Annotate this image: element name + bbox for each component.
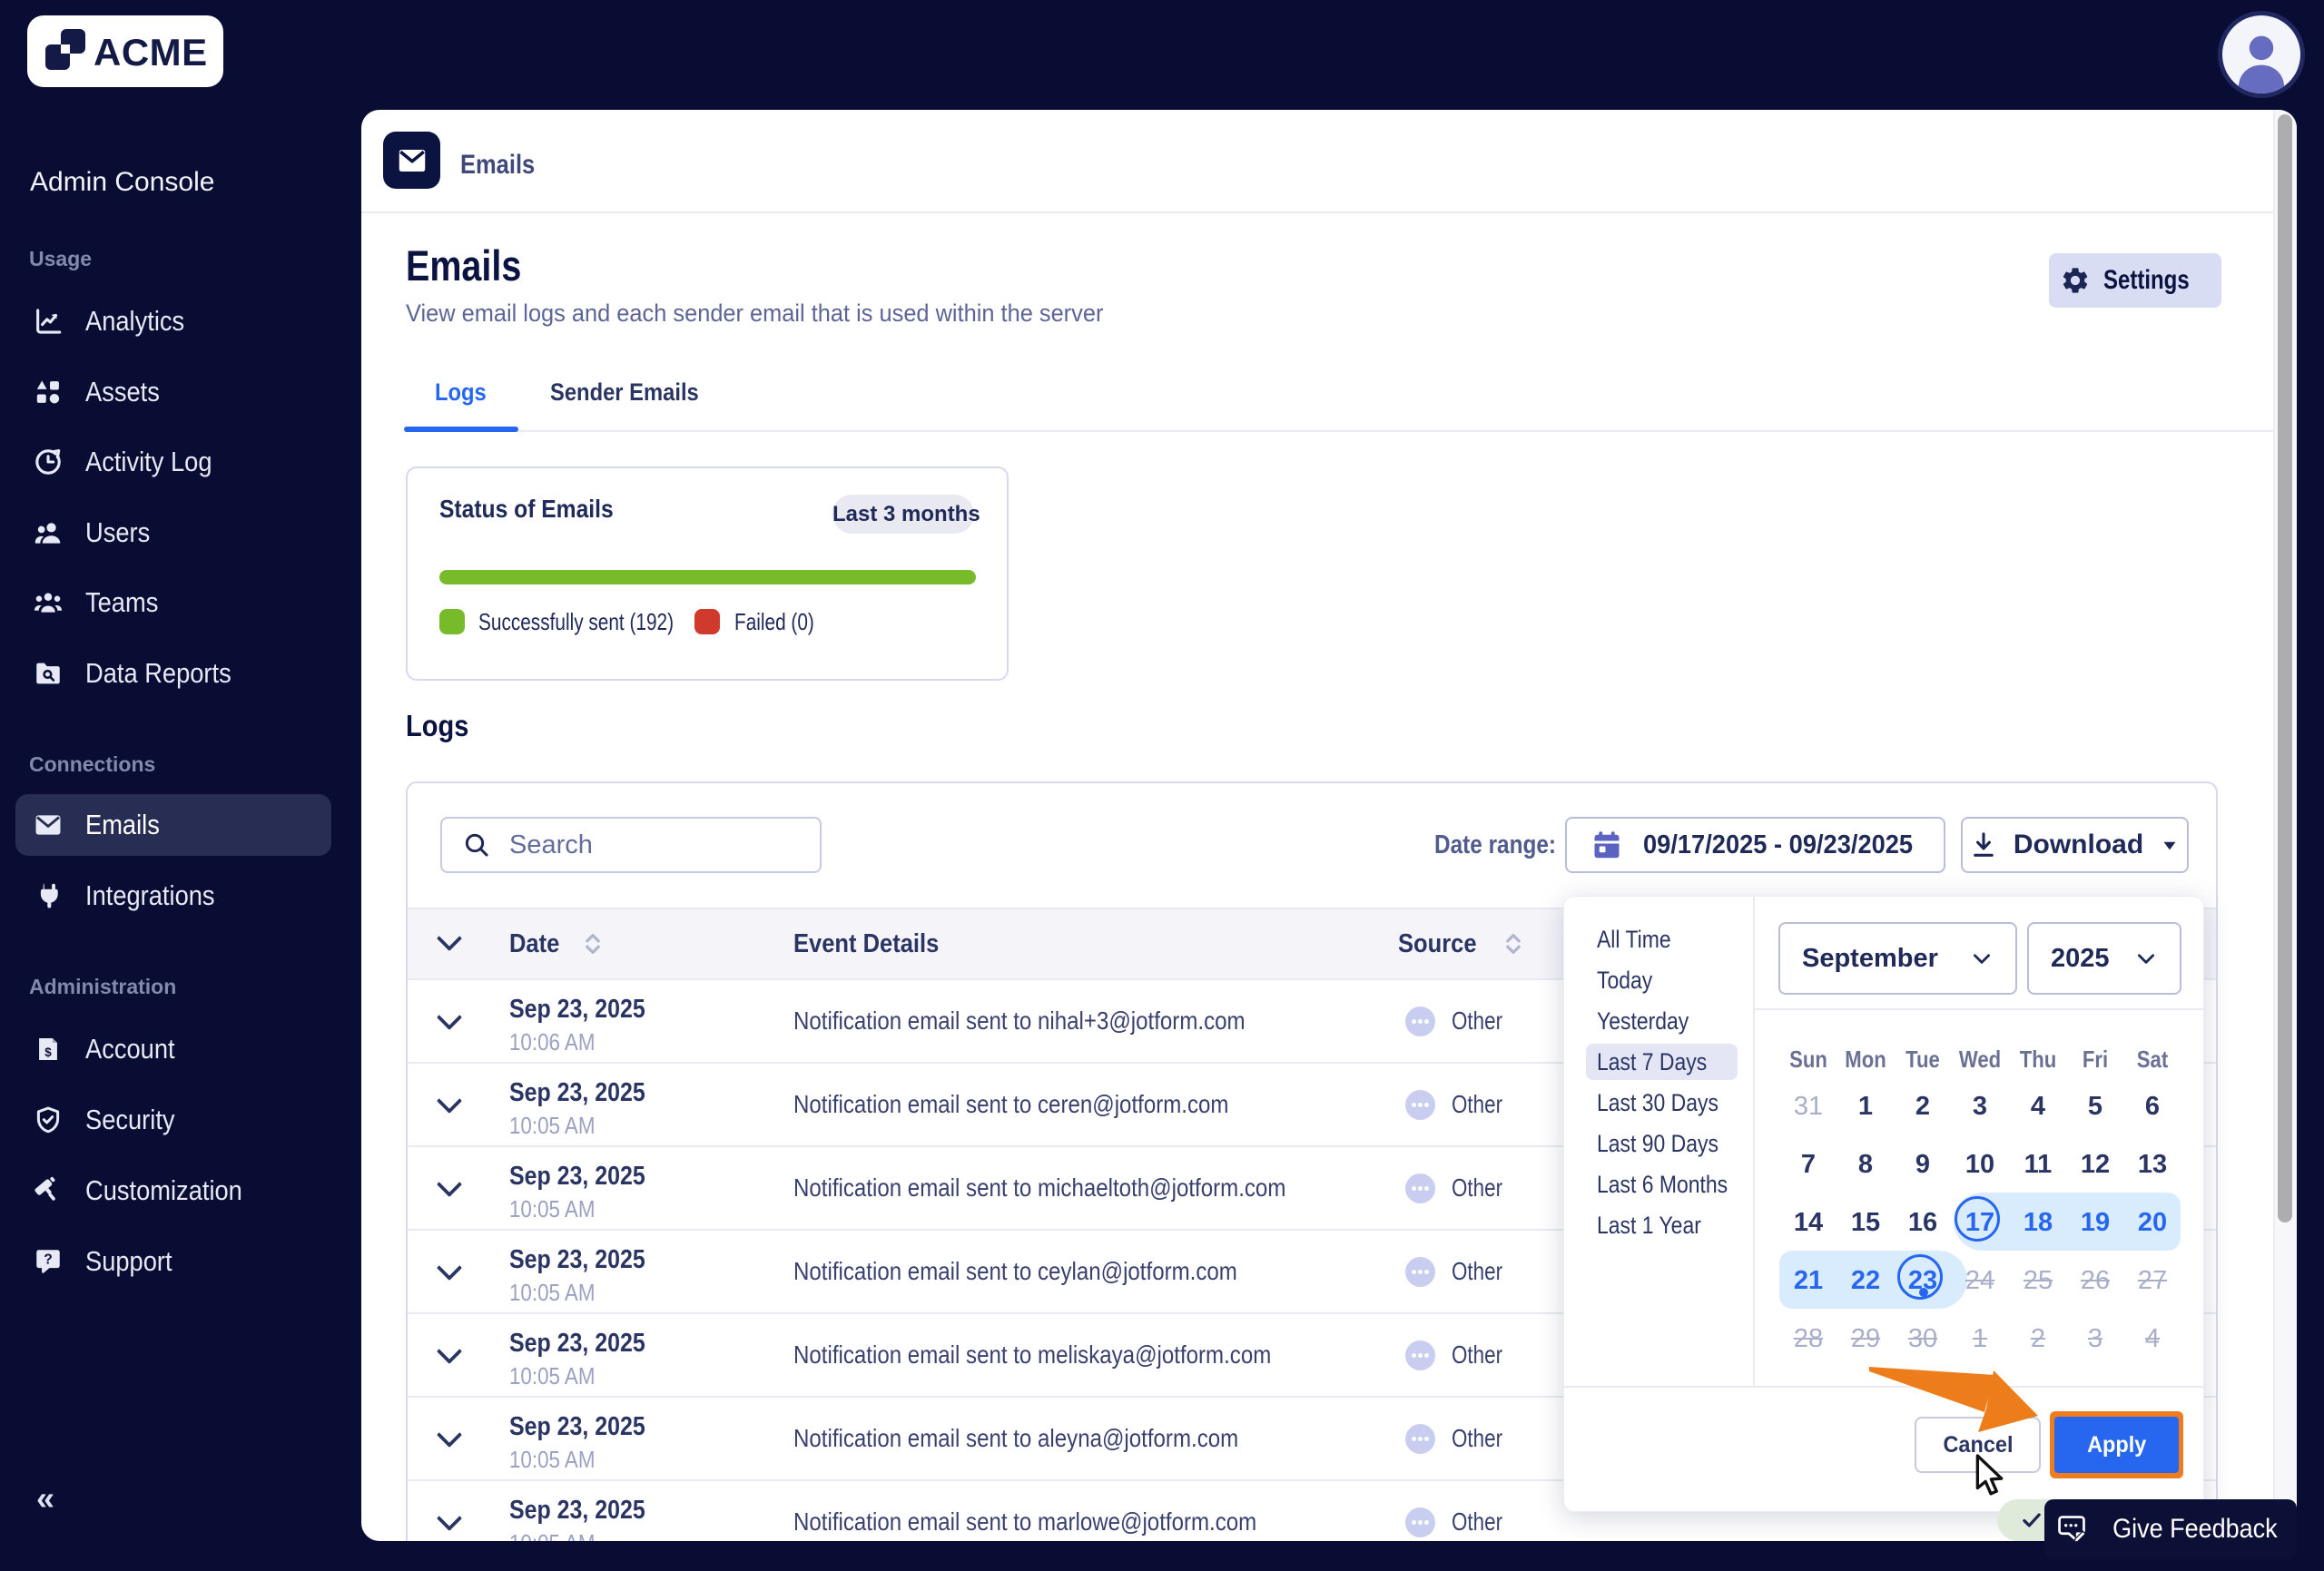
svg-text:$: $	[44, 1046, 52, 1059]
svg-text:?: ?	[44, 1252, 53, 1267]
